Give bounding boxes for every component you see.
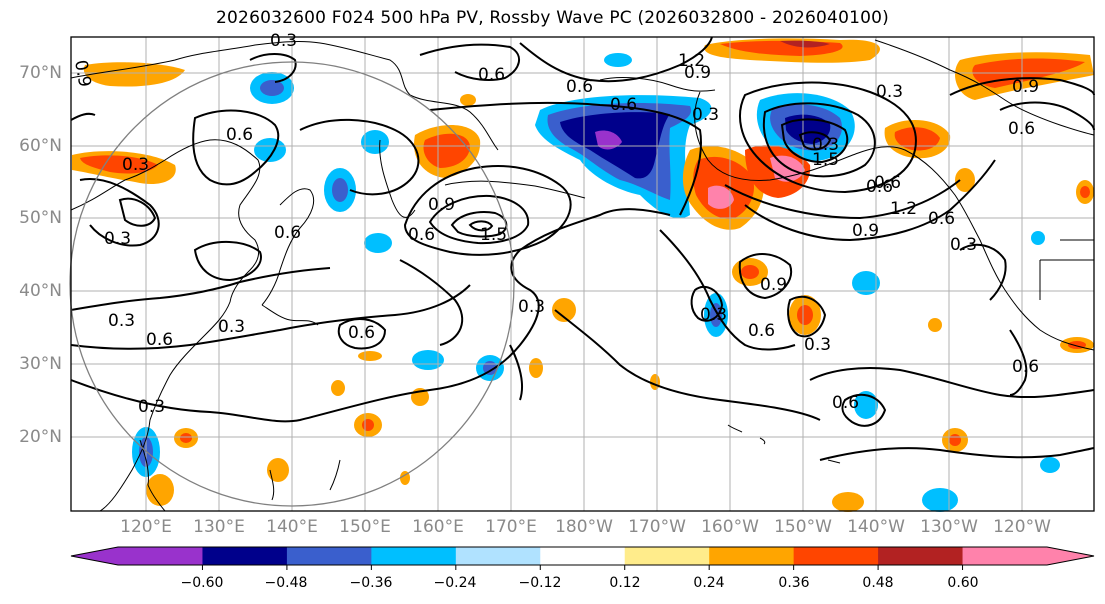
contour-label: 0.3	[804, 335, 831, 355]
contour-label: 1.5	[480, 225, 507, 245]
lon-label-140w: 140°W	[847, 517, 905, 537]
colorbar-segment	[371, 547, 457, 565]
coastlines	[70, 39, 1095, 512]
contour-label: 0.6	[928, 209, 955, 229]
contour-label: 0.6	[874, 173, 901, 193]
lon-label-150e: 150°E	[339, 517, 391, 537]
contour-label: 0.6	[832, 393, 859, 413]
contour-label: 0.3	[108, 311, 135, 331]
contour-label: 0.6	[274, 223, 301, 243]
colorbar-segment	[202, 547, 288, 565]
contour-label: 0.3	[518, 297, 545, 317]
contour-label: 1.2	[890, 199, 917, 219]
lon-label-130w: 130°W	[920, 517, 978, 537]
colorbar-tick-label: −0.36	[349, 575, 393, 591]
colorbar-segment	[286, 547, 372, 565]
graticule	[71, 37, 1094, 511]
colorbar-segment	[118, 547, 203, 565]
lon-label-160e: 160°E	[412, 517, 464, 537]
colorbar-tick-label: −0.48	[264, 575, 308, 591]
colorbar-segment	[455, 547, 541, 565]
contour-label: 0.3	[104, 229, 131, 249]
colorbar	[70, 546, 1095, 570]
contour-label: 0.6	[226, 125, 253, 145]
contour-label: 0.6	[348, 323, 375, 343]
lon-label-120w: 120°W	[993, 517, 1051, 537]
contour-label: 0.3	[700, 305, 727, 325]
contour-label: 0.9	[684, 63, 711, 83]
lon-label-130e: 130°E	[193, 517, 245, 537]
colorbar-tick-label: 0.12	[609, 575, 641, 591]
lat-label-60n: 60°N	[19, 136, 62, 156]
lat-label-20n: 20°N	[19, 427, 62, 447]
lat-label-70n: 70°N	[19, 63, 62, 83]
contour-label: 1.2	[678, 51, 705, 71]
contour-label: 0.3	[218, 317, 245, 337]
lon-label-150w: 150°W	[774, 517, 832, 537]
lon-label-120e: 120°E	[120, 517, 172, 537]
contour-label: 0.3	[270, 31, 297, 51]
contour-label: 0.3	[950, 235, 977, 255]
colorbar-tick-label: 0.48	[862, 575, 894, 591]
lon-label-140e: 140°E	[266, 517, 318, 537]
contour-label: 0.3	[812, 135, 839, 155]
map-title: 2026032600 F024 500 hPa PV, Rossby Wave …	[216, 8, 889, 28]
contour-label: 0.9	[852, 221, 879, 241]
radius-circle	[69, 61, 515, 507]
lat-label-50n: 50°N	[19, 208, 62, 228]
contour-label: 0.3	[122, 155, 149, 175]
contour-label: 0.6	[748, 321, 775, 341]
colorbar-segment	[709, 547, 795, 565]
colorbar-tick-label: 0.60	[947, 575, 979, 591]
contour-label: 0.6	[566, 77, 593, 97]
pv-contours	[70, 36, 1095, 461]
contour-labels: 0.9 0.3 0.6 0.6 1.2 0.9 0.3 0.9 0.6 0.6 …	[70, 31, 1039, 417]
contour-label: 0.9	[760, 275, 787, 295]
colorbar-over-arrow	[1047, 547, 1094, 565]
colorbar-tick-label: −0.12	[518, 575, 562, 591]
lon-label-180w: 180°W	[555, 517, 613, 537]
colorbar-tick-label: −0.24	[433, 575, 477, 591]
colorbar-segment	[878, 547, 964, 565]
contour-label: 0.3	[876, 82, 903, 102]
contour-label: 0.6	[1008, 119, 1035, 139]
lat-label-30n: 30°N	[19, 354, 62, 374]
colorbar-tick-label: 0.36	[778, 575, 810, 591]
colorbar-segment	[624, 547, 710, 565]
contour-label: 0.6	[610, 95, 637, 115]
lon-label-170e: 170°E	[485, 517, 537, 537]
lon-label-170w: 170°W	[628, 517, 686, 537]
colorbar-segment	[540, 547, 626, 565]
map-frame	[70, 36, 1095, 512]
colorbar-segment	[793, 547, 879, 565]
contour-label: 0.3	[692, 105, 719, 125]
contour-label: 0.9	[428, 195, 455, 215]
contour-label: 0.9	[1012, 77, 1039, 97]
colorbar-segment	[962, 547, 1048, 565]
colorbar-tick-label: 0.24	[693, 575, 725, 591]
contour-label: 0.6	[866, 177, 893, 197]
contour-label: 0.6	[146, 330, 173, 350]
contour-label: 0.6	[1012, 357, 1039, 377]
contour-label: 0.9	[70, 59, 94, 89]
contour-label: 0.3	[138, 397, 165, 417]
lat-label-40n: 40°N	[19, 281, 62, 301]
contour-label: 0.6	[478, 65, 505, 85]
contour-label: 0.6	[408, 225, 435, 245]
colorbar-under-arrow	[71, 547, 118, 565]
colorbar-tick-label: −0.60	[180, 575, 224, 591]
lon-label-160w: 160°W	[701, 517, 759, 537]
contour-label: 1.5	[812, 150, 839, 170]
